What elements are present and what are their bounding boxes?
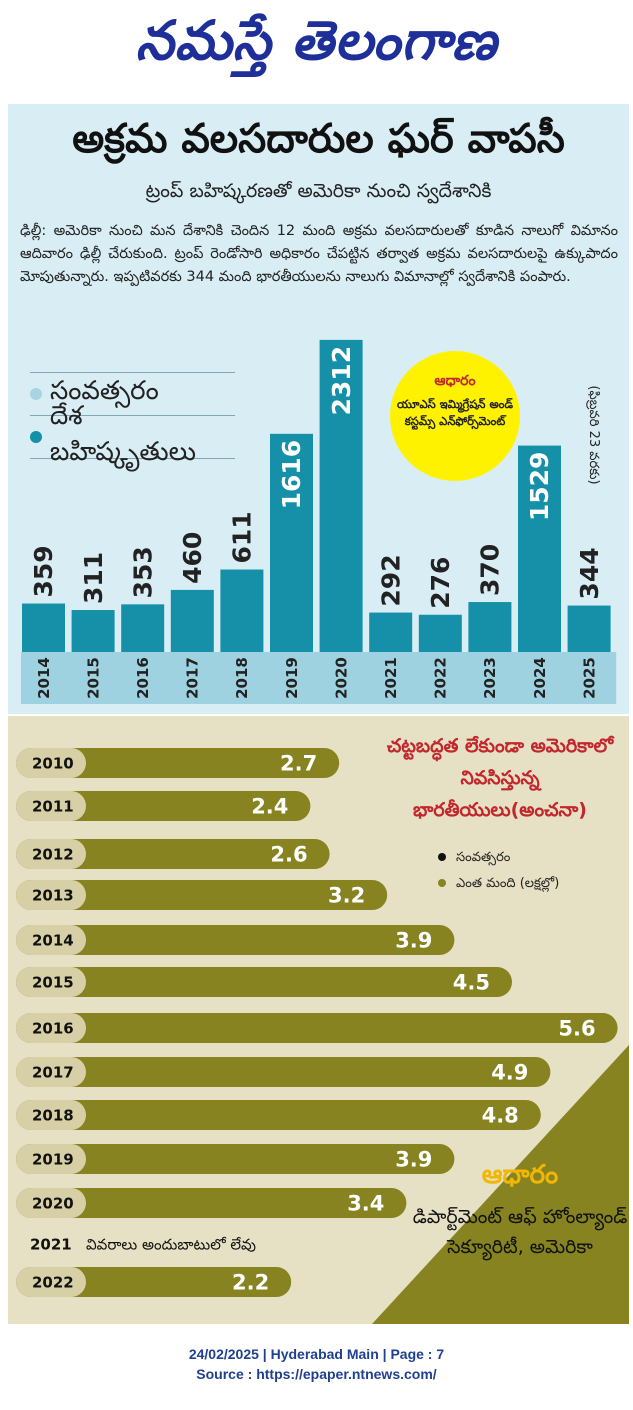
legend-item-year: సంవత్సరం <box>438 850 510 868</box>
page-footer: 24/02/2025 | Hyderabad Main | Page : 7 S… <box>0 1344 633 1384</box>
article-body: ఢిల్లీ: అమెరికా నుంచి మన దేశానికి చెందిన… <box>20 223 618 285</box>
chart2-source-label: ఆధారం <box>481 1160 559 1190</box>
footer-edition: 24/02/2025 | Hyderabad Main | Page : 7 <box>188 1346 445 1362</box>
year-dot-icon <box>30 388 42 400</box>
chart1-source-label: ఆధారం <box>434 373 476 389</box>
legend-item-count: ఎంత మంది (లక్షల్లో) <box>438 876 559 894</box>
masthead-logo: నమస్తే తెలంగాణ <box>135 8 498 72</box>
chart1-source-text: యూఎస్ ఇమ్మిగ్రేషన్ అండ్ కస్టమ్స్ ఎన్‌ఫోర… <box>396 397 514 428</box>
legend2-label-count: ఎంత మంది (లక్షల్లో) <box>456 876 560 891</box>
masthead: నమస్తే తెలంగాణ <box>0 0 633 100</box>
black-dot-icon <box>438 853 446 861</box>
chart2-title: చట్టబద్ధత లేకుండా అమెరికాలో నివసిస్తున్న… <box>386 735 614 821</box>
subheadline: ట్రంప్ బహిష్కరణతో అమెరికా నుంచి స్వదేశాన… <box>145 180 492 202</box>
legend-item-deportations: దేశ బహిష్కృతులు <box>30 401 235 467</box>
legend-divider <box>30 415 235 416</box>
deportation-dot-icon <box>30 431 42 443</box>
chart2-source: ఆధారం డిపార్ట్‌మెంట్ ఆఫ్ హోంల్యాండ్ సెక్… <box>410 1160 630 1262</box>
legend-divider <box>30 458 235 459</box>
legend-label-year: సంవత్సరం <box>50 376 159 406</box>
footer-source: Source : https://epaper.ntnews.com/ <box>196 1366 437 1382</box>
chart1-legend: సంవత్సరం దేశ బహిష్కృతులు <box>30 372 235 467</box>
headline: అక్రమ వలసదారుల ఘర్ వాపసీ <box>72 116 565 162</box>
legend2-label-year: సంవత్సరం <box>456 850 511 865</box>
chart1-date-note: (ఫిబ్రవరి 23 వరకు) <box>572 340 612 530</box>
legend-item-year: సంవత్సరం <box>30 373 235 415</box>
legend-divider <box>30 372 235 373</box>
chart2-source-text: డిపార్ట్‌మెంట్ ఆఫ్ హోంల్యాండ్ సెక్యూరిటీ… <box>412 1206 628 1258</box>
legend-label-deportations: దేశ బహిష్కృతులు <box>49 401 197 467</box>
olive-dot-icon <box>438 879 446 887</box>
chart1-date-note-text: (ఫిబ్రవరి 23 వరకు) <box>586 385 601 485</box>
chart1-source-badge: ఆధారం యూఎస్ ఇమ్మిగ్రేషన్ అండ్ కస్టమ్స్ ఎ… <box>390 351 520 481</box>
